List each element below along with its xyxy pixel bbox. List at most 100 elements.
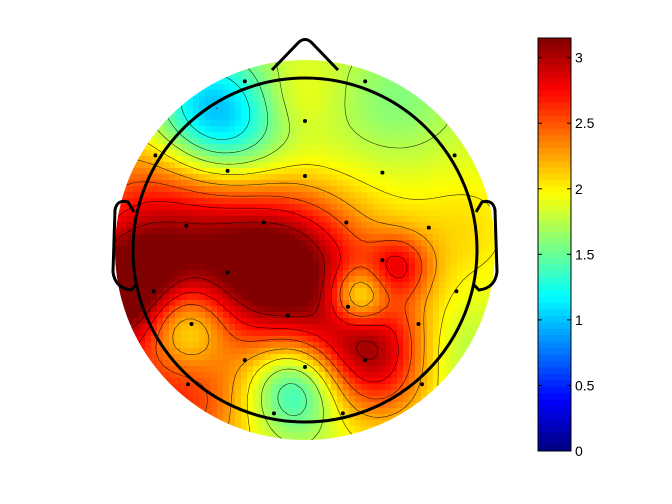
heatmap-cell <box>379 288 386 295</box>
heatmap-cell <box>217 186 224 193</box>
heatmap-cell <box>451 174 458 181</box>
heatmap-cell <box>175 210 182 217</box>
heatmap-cell <box>289 288 296 295</box>
heatmap-cell <box>211 348 218 355</box>
heatmap-cell <box>313 186 320 193</box>
heatmap-cell <box>277 348 284 355</box>
colorbar-segment <box>538 244 571 252</box>
heatmap-cell <box>265 336 272 343</box>
heatmap-cell <box>247 264 254 271</box>
heatmap-cell <box>253 354 260 361</box>
heatmap-cell <box>289 312 296 319</box>
heatmap-cell <box>313 282 320 289</box>
heatmap-cell <box>451 168 458 175</box>
heatmap-cell <box>433 282 440 289</box>
heatmap-cell <box>181 270 188 277</box>
heatmap-cell <box>163 162 170 169</box>
heatmap-cell <box>367 234 374 241</box>
heatmap-cell <box>241 282 248 289</box>
heatmap-cell <box>409 342 416 349</box>
heatmap-cell <box>337 366 344 373</box>
heatmap-cell <box>283 294 290 301</box>
heatmap-cell <box>307 276 314 283</box>
heatmap-cell <box>205 354 212 361</box>
heatmap-cell <box>397 318 404 325</box>
heatmap-cell <box>319 330 326 337</box>
heatmap-cell <box>145 336 152 343</box>
heatmap-cell <box>409 162 416 169</box>
heatmap-cell <box>205 348 212 355</box>
heatmap-cell <box>379 246 386 253</box>
heatmap-cell <box>235 120 242 127</box>
heatmap-cell <box>421 300 428 307</box>
heatmap-cell <box>331 228 338 235</box>
heatmap-cell <box>145 216 152 223</box>
heatmap-cell <box>163 228 170 235</box>
heatmap-cell <box>247 288 254 295</box>
heatmap-cell <box>421 288 428 295</box>
heatmap-cell <box>265 426 272 433</box>
heatmap-cell <box>397 258 404 265</box>
heatmap-cell <box>253 264 260 271</box>
heatmap-cell <box>457 210 464 217</box>
heatmap-cell <box>445 360 452 367</box>
heatmap-cell <box>343 60 350 67</box>
heatmap-cell <box>301 126 308 133</box>
colorbar-segment <box>538 354 571 362</box>
heatmap-cell <box>307 246 314 253</box>
heatmap-cell <box>265 438 272 440</box>
heatmap-cell <box>289 114 296 121</box>
heatmap-cell <box>337 246 344 253</box>
heatmap-cell <box>277 78 284 85</box>
heatmap-cell <box>325 72 332 79</box>
heatmap-cell <box>469 312 476 319</box>
heatmap-cell <box>373 138 380 145</box>
heatmap-cell <box>325 174 332 181</box>
heatmap-cell <box>337 192 344 199</box>
heatmap-cell <box>181 102 188 109</box>
heatmap-cell <box>205 264 212 271</box>
heatmap-cell <box>235 216 242 223</box>
heatmap-cell <box>385 354 392 361</box>
heatmap-cell <box>187 276 194 283</box>
heatmap-cell <box>439 120 446 127</box>
heatmap-cell <box>421 240 428 247</box>
heatmap-cell <box>379 180 386 187</box>
heatmap-cell <box>385 282 392 289</box>
heatmap-cell <box>217 366 224 373</box>
heatmap-cell <box>451 264 458 271</box>
heatmap-cell <box>181 108 188 115</box>
heatmap-cell <box>343 252 350 259</box>
heatmap-cell <box>175 312 182 319</box>
heatmap-cell <box>355 408 362 415</box>
heatmap-cell <box>187 396 194 403</box>
heatmap-cell <box>301 318 308 325</box>
heatmap-cell <box>451 216 458 223</box>
heatmap-cell <box>247 78 254 85</box>
heatmap-cell <box>247 96 254 103</box>
heatmap-cell <box>409 228 416 235</box>
heatmap-cell <box>391 276 398 283</box>
heatmap-cell <box>385 348 392 355</box>
heatmap-cell <box>481 216 488 223</box>
heatmap-cell <box>259 216 266 223</box>
heatmap-cell <box>133 258 140 265</box>
heatmap-cell <box>319 300 326 307</box>
colorbar-segment <box>538 283 571 291</box>
heatmap-cell <box>331 210 338 217</box>
heatmap-cell <box>421 402 428 409</box>
heatmap-cell <box>271 234 278 241</box>
heatmap-cell <box>337 360 344 367</box>
heatmap-cell <box>169 240 176 247</box>
heatmap-cell <box>223 222 230 229</box>
heatmap-cell <box>193 384 200 391</box>
colorbar-segment <box>538 192 571 200</box>
heatmap-cell <box>265 228 272 235</box>
heatmap-cell <box>427 396 434 403</box>
heatmap-cell <box>223 162 230 169</box>
heatmap-cell <box>229 288 236 295</box>
heatmap-cell <box>229 426 236 433</box>
heatmap-cell <box>283 318 290 325</box>
heatmap-cell <box>391 168 398 175</box>
heatmap-cell <box>343 150 350 157</box>
